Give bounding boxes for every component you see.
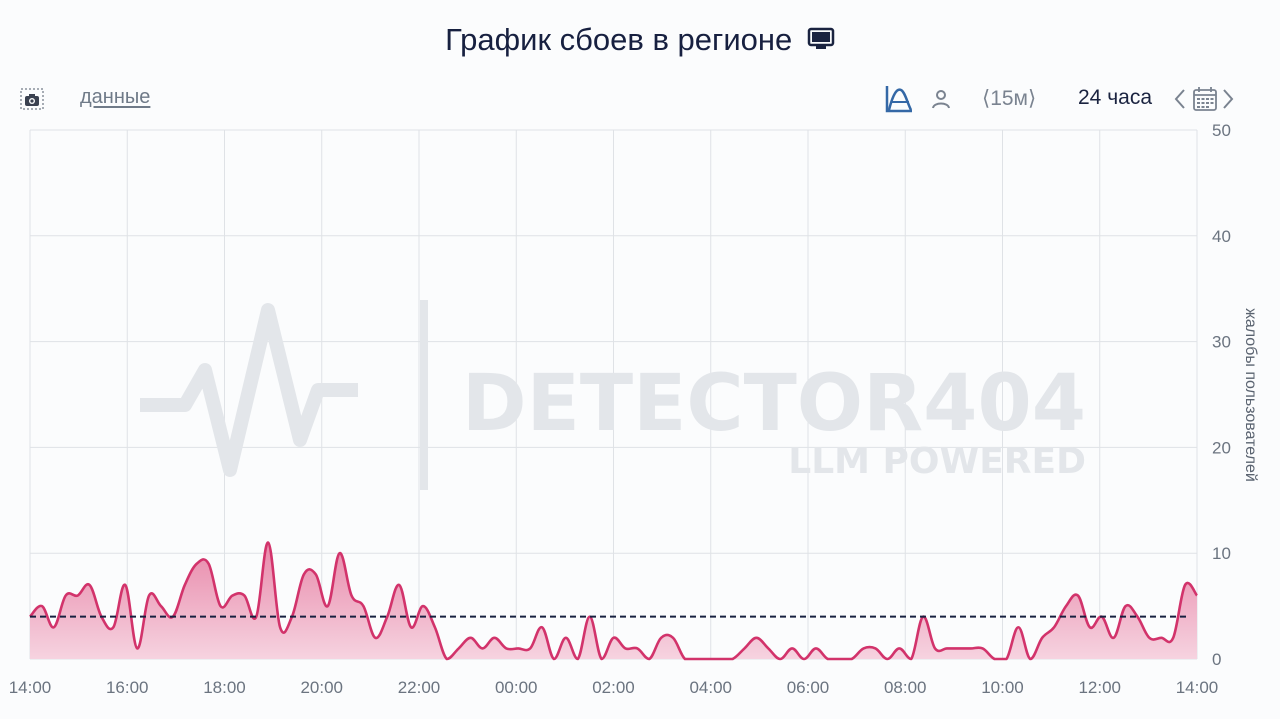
watermark-brand: DETECTOR404 — [462, 359, 1086, 449]
calendar-icon[interactable] — [1192, 85, 1218, 113]
page-title-text: График сбоев в регионе — [445, 22, 793, 57]
camera-icon[interactable] — [20, 88, 44, 110]
y-tick-label: 10 — [1212, 544, 1231, 563]
watermark-tagline: LLM POWERED — [788, 441, 1086, 482]
x-tick-label: 20:00 — [300, 678, 343, 697]
outage-chart: DETECTOR404 LLM POWERED 14:00 16:00 18:00 2… — [9, 121, 1259, 697]
tv-icon — [807, 27, 835, 49]
y-tick-label: 40 — [1212, 227, 1231, 246]
x-tick-label: 16:00 — [106, 678, 149, 697]
series-area — [29, 541, 1199, 661]
series-area-fill — [30, 542, 1197, 659]
x-tick-label: 08:00 — [884, 678, 927, 697]
series-line — [29, 541, 1199, 661]
range-selector[interactable]: 24 часа — [1078, 86, 1152, 109]
chevron-left-icon[interactable] — [1172, 86, 1188, 112]
x-tick-label: 22:00 — [398, 678, 441, 697]
x-tick-label: 18:00 — [203, 678, 246, 697]
x-tick-label: 00:00 — [495, 678, 538, 697]
area-chart-icon[interactable] — [884, 84, 914, 114]
y-tick-label: 20 — [1212, 438, 1231, 457]
watermark-pulse-icon — [140, 303, 358, 477]
y-axis: 0 10 20 30 40 50 — [1212, 121, 1231, 669]
chevron-right-icon[interactable] — [1220, 86, 1236, 112]
watermark-divider — [420, 300, 428, 490]
interval-selector[interactable]: ⟨15м⟩ — [982, 87, 1037, 110]
x-tick-label: 02:00 — [592, 678, 635, 697]
x-tick-label: 06:00 — [787, 678, 830, 697]
person-icon[interactable] — [930, 87, 952, 111]
y-tick-label: 30 — [1212, 333, 1231, 352]
x-tick-label: 14:00 — [9, 678, 52, 697]
page-title: График сбоев в регионе — [0, 22, 1280, 58]
data-link[interactable]: данные — [80, 86, 151, 108]
x-tick-label: 12:00 — [1078, 678, 1121, 697]
x-axis: 14:00 16:00 18:00 20:00 22:00 00:00 02:00 04:00… — [9, 678, 1219, 697]
x-tick-label: 14:00 — [1176, 678, 1219, 697]
x-tick-label: 10:00 — [981, 678, 1024, 697]
x-tick-label: 04:00 — [689, 678, 732, 697]
y-tick-label: 50 — [1212, 121, 1231, 140]
y-tick-label: 0 — [1212, 650, 1221, 669]
watermark: DETECTOR404 LLM POWERED — [140, 300, 1086, 490]
y-axis-label: жалобы пользователей — [1242, 308, 1259, 482]
